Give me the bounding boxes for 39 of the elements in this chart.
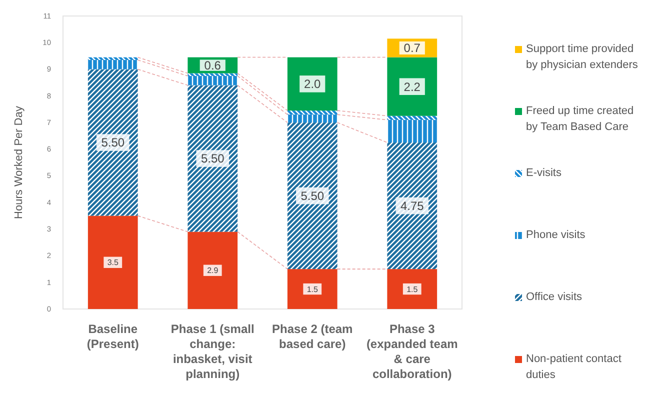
legend-label: Non-patient contact duties bbox=[526, 353, 622, 381]
legend-label: Phone visits bbox=[526, 229, 586, 241]
x-tick-label: Baseline (Present) bbox=[86, 322, 139, 351]
x-tick-label: Phase 1 (small change: inbasket, visit planning) bbox=[170, 322, 254, 381]
bar bbox=[287, 110, 338, 115]
bar bbox=[188, 232, 238, 309]
bar bbox=[188, 73, 238, 76]
y-axis-title: Hours Worked Per Day bbox=[13, 106, 25, 219]
bar bbox=[287, 122, 338, 270]
bar bbox=[387, 120, 438, 143]
data-label: 0.7 bbox=[404, 41, 421, 56]
x-tick-label: Phase 3 (expanded team & care collaboration) bbox=[366, 322, 458, 381]
bar bbox=[188, 85, 238, 232]
bar bbox=[88, 69, 138, 216]
data-label: 2.0 bbox=[304, 77, 322, 92]
data-label: 5.50 bbox=[200, 152, 225, 166]
data-label: 5.50 bbox=[101, 136, 125, 150]
legend-label: E-visits bbox=[526, 167, 562, 179]
data-label: 1.5 bbox=[306, 284, 318, 294]
bar bbox=[287, 269, 338, 309]
data-label: 2.2 bbox=[404, 80, 421, 94]
data-label: 1.5 bbox=[406, 284, 418, 294]
bar bbox=[387, 116, 438, 120]
data-label: 0.6 bbox=[204, 58, 222, 72]
bar bbox=[88, 60, 138, 70]
data-label: 5.50 bbox=[300, 188, 324, 203]
data-label: 2.9 bbox=[207, 266, 219, 276]
bar bbox=[387, 142, 438, 270]
bar bbox=[88, 57, 138, 60]
legend-label: Freed up time created by Team Based Care bbox=[526, 105, 634, 133]
data-label: 4.75 bbox=[400, 198, 424, 213]
legend-label: Support time provided by physician extenders bbox=[526, 43, 638, 71]
x-tick-label: Phase 2 (team based care) bbox=[272, 322, 353, 351]
bar bbox=[387, 269, 438, 309]
bar bbox=[188, 76, 238, 86]
data-label: 3.5 bbox=[107, 258, 119, 268]
bar bbox=[287, 114, 338, 123]
legend-label: Office visits bbox=[526, 291, 583, 303]
bar bbox=[88, 216, 138, 309]
